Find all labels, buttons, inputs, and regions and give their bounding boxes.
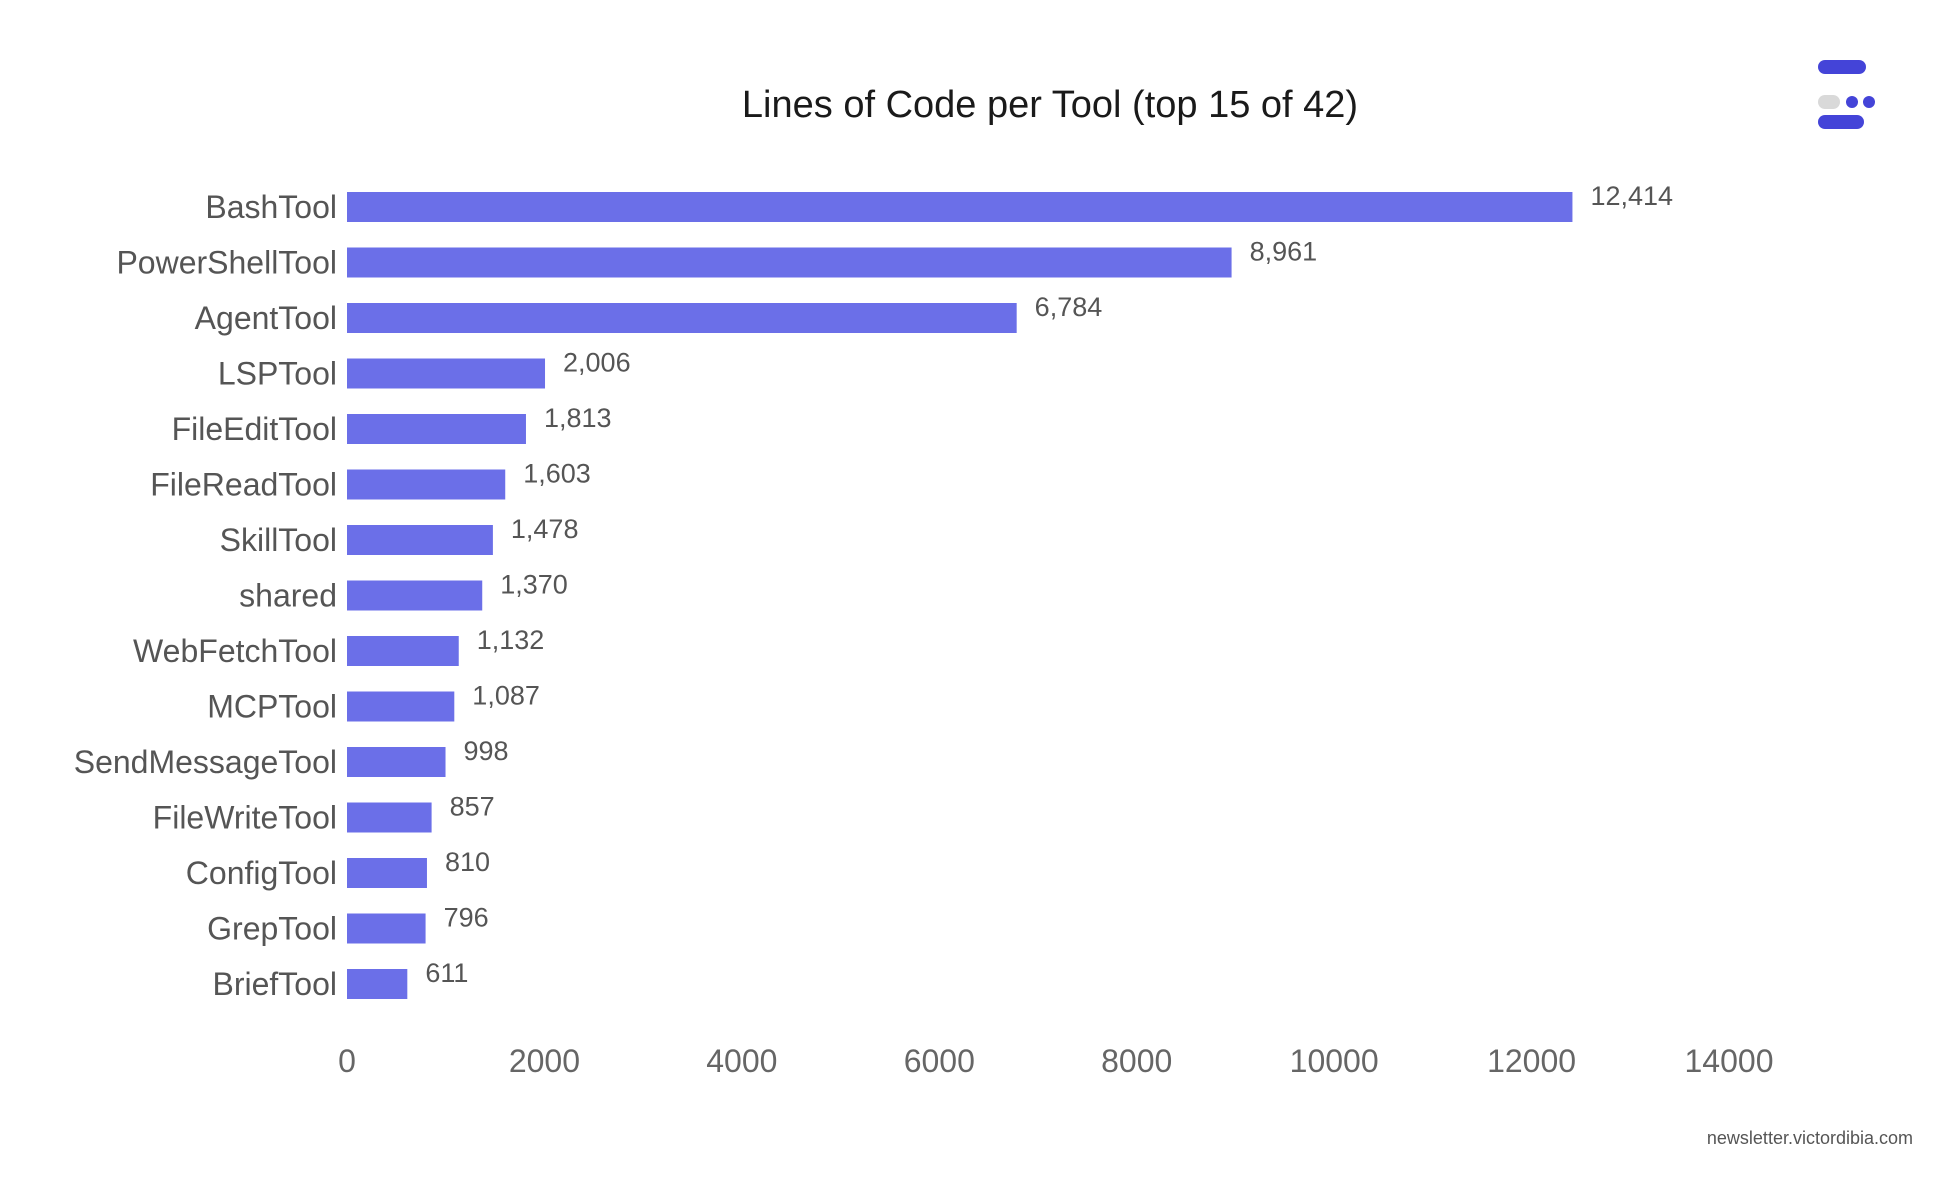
category-label: shared (239, 578, 337, 614)
bar (347, 691, 455, 722)
bar (347, 858, 427, 888)
chart-title: Lines of Code per Tool (top 15 of 42) (742, 84, 1358, 126)
logo-bar-top (1818, 60, 1866, 74)
category-label: MCPTool (207, 689, 337, 725)
bar (347, 969, 408, 999)
bar (347, 247, 1232, 278)
x-tick-label: 14000 (1685, 1043, 1774, 1079)
value-label: 611 (425, 958, 468, 988)
category-label: AgentTool (195, 300, 337, 336)
bars-layer (347, 192, 1573, 999)
value-label: 8,961 (1250, 237, 1318, 267)
value-label: 12,414 (1590, 181, 1673, 211)
x-tick-label: 2000 (509, 1043, 580, 1079)
bar (347, 192, 1573, 222)
value-label: 1,370 (500, 570, 568, 600)
x-tick-label: 8000 (1101, 1043, 1172, 1079)
bar (347, 747, 446, 777)
bar (347, 358, 546, 389)
category-label: GrepTool (207, 911, 337, 947)
value-label: 857 (450, 792, 495, 822)
value-labels: 12,414 8,961 6,784 2,006 1,813 1,603 1,478 1,37… (425, 181, 1673, 988)
value-label: 6,784 (1035, 292, 1103, 322)
category-label: ConfigTool (186, 855, 337, 891)
category-label: FileReadTool (150, 467, 337, 503)
category-label: FileWriteTool (153, 800, 337, 836)
value-label: 796 (444, 903, 489, 933)
value-label: 998 (464, 736, 509, 766)
category-label: BashTool (205, 189, 337, 225)
value-label: 2,006 (563, 348, 631, 378)
bar (347, 303, 1017, 333)
category-label: LSPTool (218, 356, 337, 392)
logo-dot-left (1846, 96, 1858, 108)
bar (347, 469, 506, 500)
value-label: 1,132 (477, 625, 545, 655)
bar (347, 580, 483, 611)
value-label: 1,813 (544, 403, 612, 433)
x-tick-label: 4000 (706, 1043, 777, 1079)
category-labels: BashTool PowerShellTool AgentTool LSPTool Fi… (74, 189, 337, 1002)
logo-bar-bottom (1818, 115, 1864, 129)
category-label: SkillTool (220, 522, 337, 558)
value-label: 1,087 (472, 681, 540, 711)
value-label: 1,478 (511, 514, 579, 544)
logo-dot-right (1863, 96, 1875, 108)
x-axis-ticks: 0 2000 4000 6000 8000 10000 12000 14000 (338, 1043, 1773, 1079)
x-tick-label: 10000 (1290, 1043, 1379, 1079)
value-label: 1,603 (523, 459, 591, 489)
category-label: FileEditTool (172, 411, 337, 447)
x-tick-label: 0 (338, 1043, 356, 1079)
value-label: 810 (445, 847, 490, 877)
category-label: PowerShellTool (116, 245, 337, 281)
category-label: SendMessageTool (74, 744, 337, 780)
logo-bar-middle (1818, 95, 1840, 109)
bar (347, 414, 526, 444)
bar (347, 802, 432, 833)
bar (347, 525, 493, 555)
bar (347, 913, 426, 944)
footer-credit: newsletter.victordibia.com (1706, 1128, 1913, 1148)
category-label: WebFetchTool (133, 633, 337, 669)
category-label: BriefTool (213, 966, 338, 1002)
x-tick-label: 6000 (904, 1043, 975, 1079)
bar (347, 636, 459, 666)
x-tick-label: 12000 (1487, 1043, 1576, 1079)
brand-logo-icon (1818, 60, 1875, 129)
